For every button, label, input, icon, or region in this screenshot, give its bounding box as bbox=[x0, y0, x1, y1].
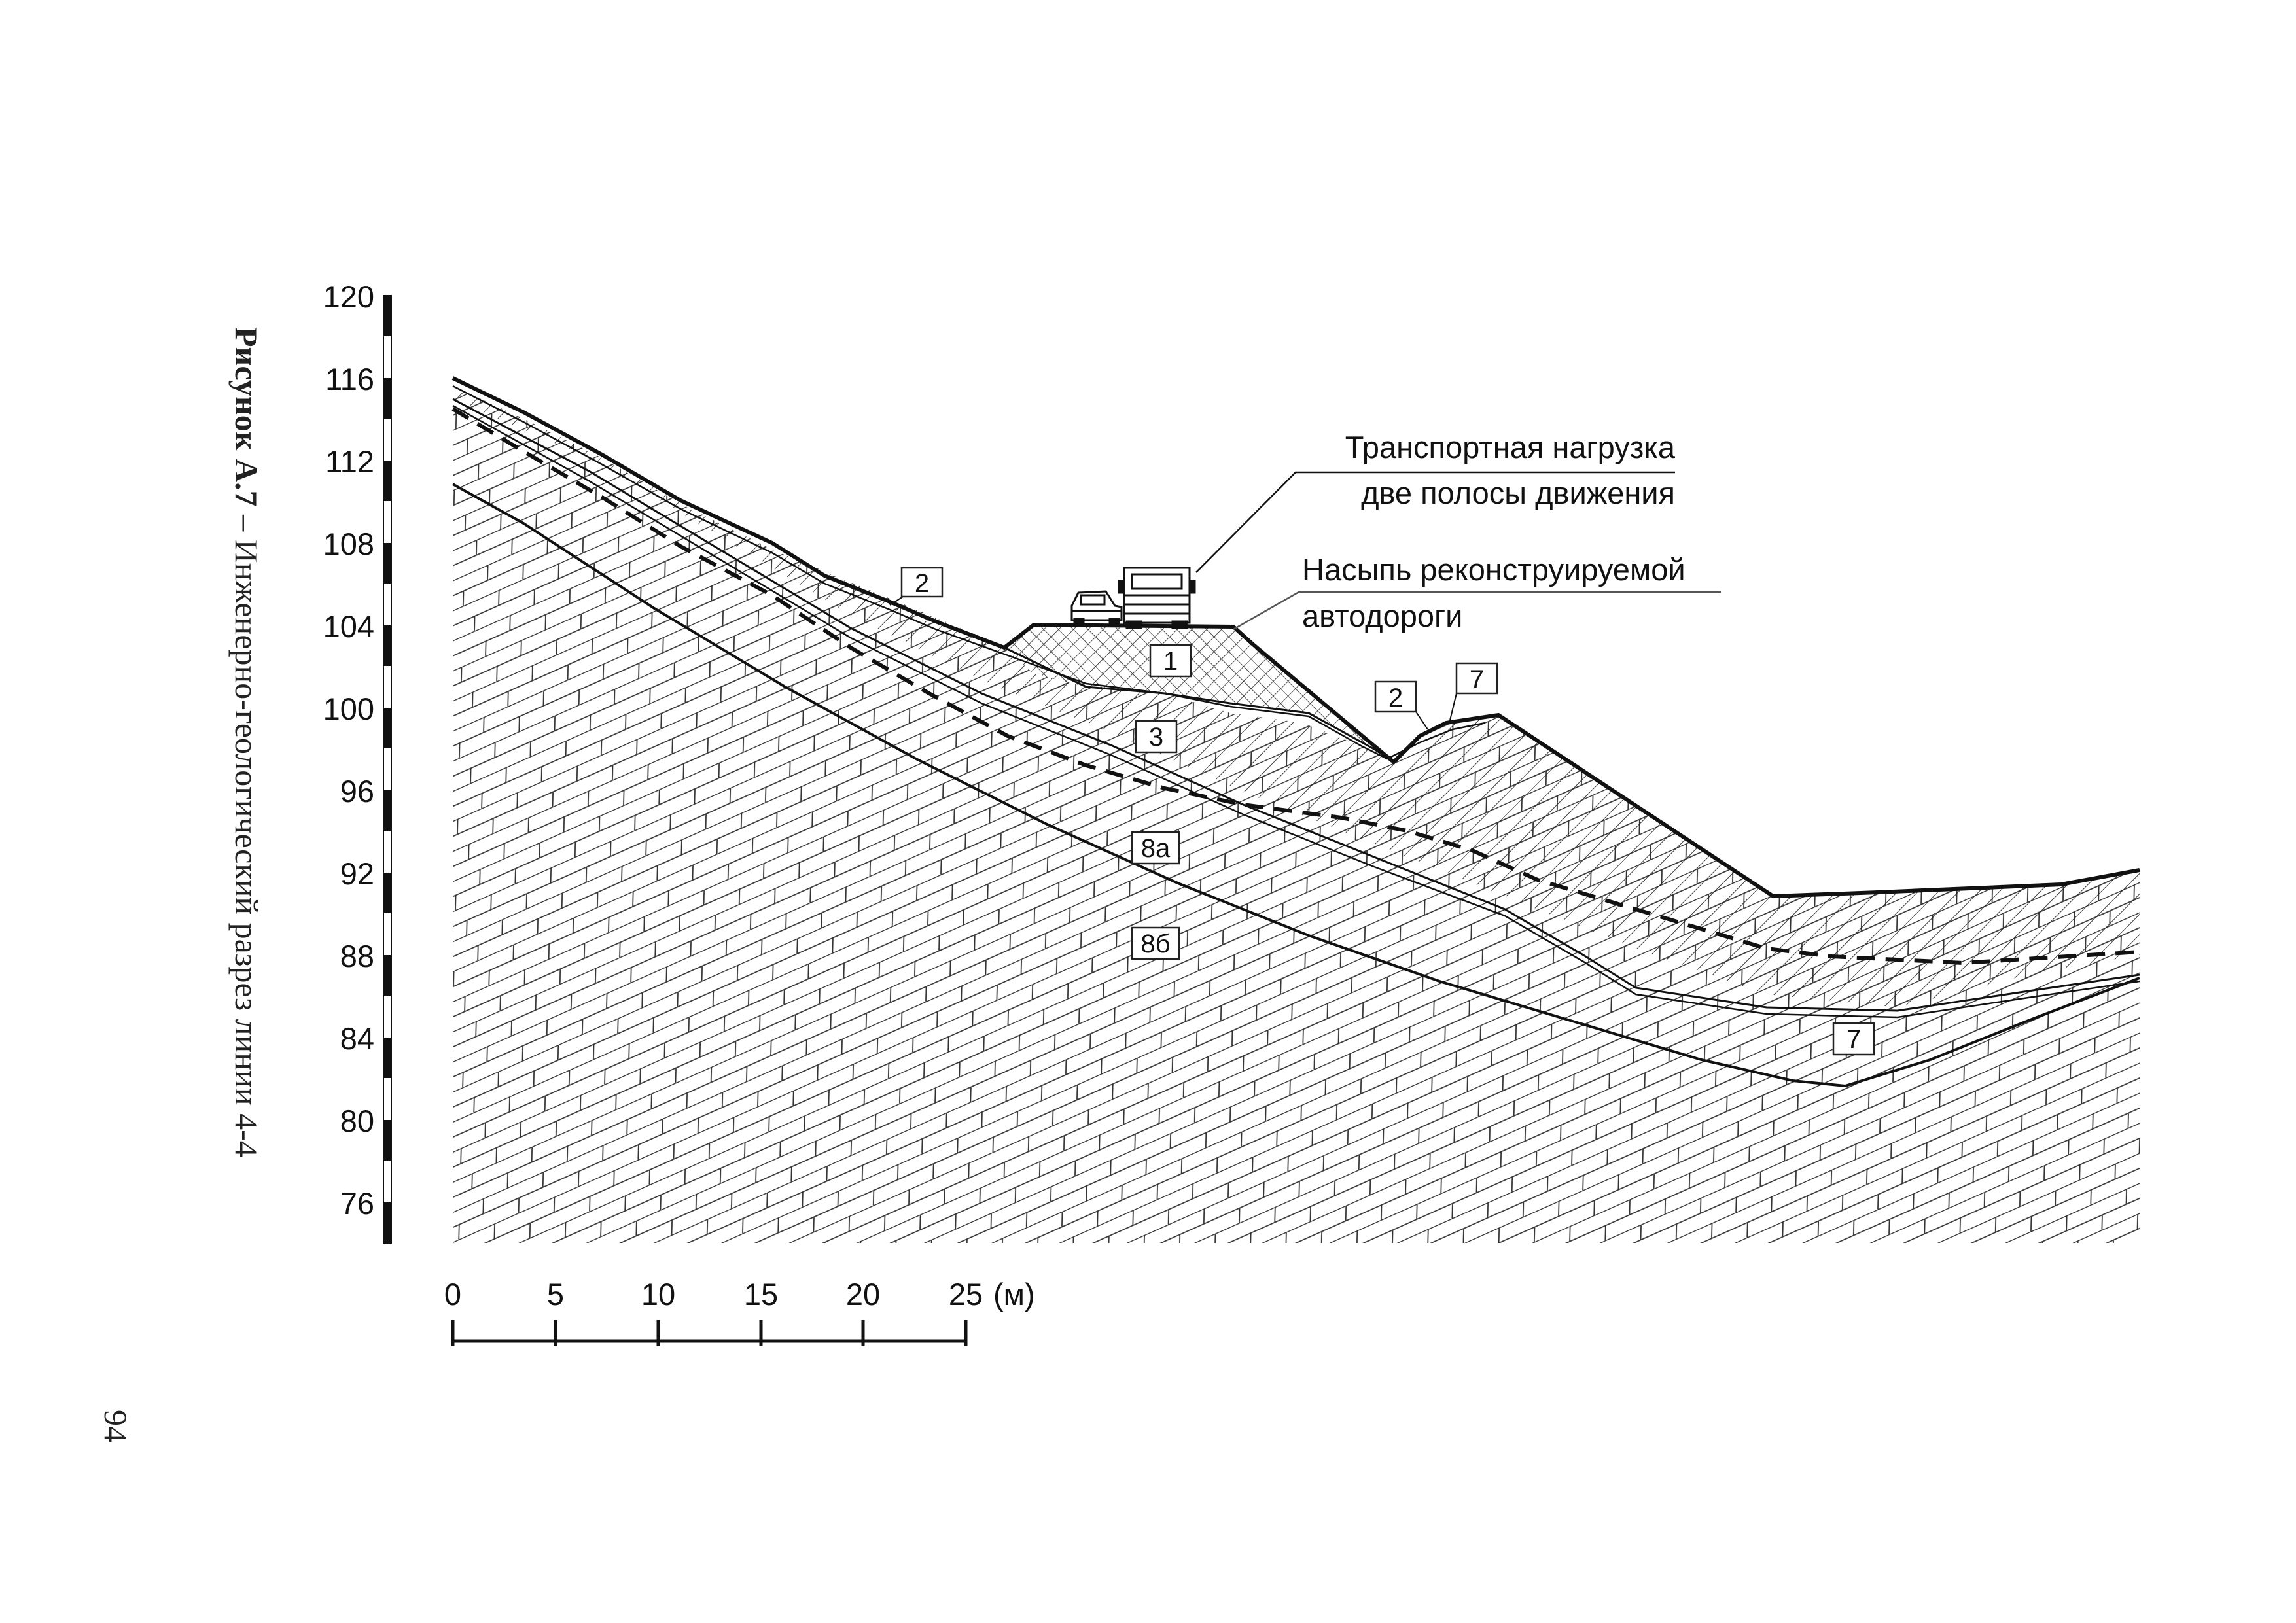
elev-tick-80: 80 bbox=[340, 1104, 374, 1138]
dist-tick-5: 5 bbox=[547, 1277, 564, 1312]
boundaries bbox=[451, 376, 2140, 1088]
layer-tags: 2 1 2 7 3 8а 8б 7 bbox=[889, 567, 1875, 1056]
dist-tick-25: 25 bbox=[949, 1277, 983, 1312]
layer-2-bottom-line bbox=[452, 385, 1486, 760]
svg-text:7: 7 bbox=[1470, 665, 1484, 694]
load-label-line2: две полосы движения bbox=[1361, 476, 1675, 510]
svg-text:7: 7 bbox=[1846, 1025, 1861, 1054]
elevation-axis: 120 116 112 108 104 100 96 92 88 84 80 7… bbox=[323, 279, 392, 1244]
bedrock-layer-8b bbox=[453, 386, 2140, 1243]
car-icon bbox=[1070, 590, 1123, 627]
layer-3-bottom-line bbox=[452, 398, 2140, 1012]
figure-caption: Рисунок А.7 – Инженерно-геологический ра… bbox=[228, 327, 265, 1157]
load-label-line1: Транспортная нагрузка bbox=[1345, 430, 1676, 464]
embankment-label-line2: автодороги bbox=[1302, 599, 1462, 633]
dist-tick-20: 20 bbox=[846, 1277, 880, 1312]
elev-tick-88: 88 bbox=[340, 939, 374, 973]
layer-tag-1: 1 bbox=[1149, 644, 1192, 678]
elev-tick-116: 116 bbox=[325, 362, 374, 396]
elev-tick-104: 104 bbox=[323, 609, 374, 644]
elev-tick-108: 108 bbox=[323, 527, 374, 561]
truck-icon bbox=[1118, 567, 1196, 629]
soil-layer-3 bbox=[453, 386, 2140, 1007]
embankment-outline bbox=[1004, 646, 1394, 763]
section-body bbox=[453, 386, 2140, 1243]
layer-tag-2a: 2 bbox=[889, 567, 944, 606]
svg-text:8а: 8а bbox=[1141, 834, 1171, 863]
ground-surface-line bbox=[451, 376, 2140, 899]
callouts: Транспортная нагрузка две полосы движени… bbox=[1195, 430, 1721, 633]
dist-tick-15: 15 bbox=[744, 1277, 778, 1312]
layer-tag-7b: 7 bbox=[1832, 1022, 1875, 1056]
layer-tag-3: 3 bbox=[1135, 720, 1178, 754]
layer-tag-7a: 7 bbox=[1449, 662, 1498, 724]
elevation-bar bbox=[383, 295, 392, 1244]
svg-text:1: 1 bbox=[1163, 647, 1178, 676]
elev-tick-112: 112 bbox=[325, 444, 374, 479]
elev-tick-100: 100 bbox=[323, 691, 374, 726]
dist-tick-10: 10 bbox=[641, 1277, 675, 1312]
elev-tick-96: 96 bbox=[340, 774, 374, 809]
elev-tick-120: 120 bbox=[323, 279, 374, 314]
layer-8b-top-line bbox=[452, 483, 2140, 1088]
svg-text:3: 3 bbox=[1149, 723, 1163, 752]
embankment-label-line1: Насыпь реконструируемой bbox=[1302, 552, 1686, 587]
elev-tick-92: 92 bbox=[340, 856, 374, 891]
distance-scale: 0 5 10 15 20 25 (м) bbox=[444, 1277, 1035, 1346]
dist-tick-0: 0 bbox=[444, 1277, 461, 1312]
svg-text:2: 2 bbox=[915, 569, 929, 598]
layer-8a-top-line bbox=[452, 404, 2140, 1019]
elev-tick-84: 84 bbox=[340, 1021, 374, 1056]
embankment-hatch bbox=[1004, 625, 1394, 762]
svg-text:8б: 8б bbox=[1140, 930, 1170, 958]
layer-tag-2b: 2 bbox=[1374, 680, 1428, 730]
dashed-boundary-line bbox=[451, 407, 2140, 966]
dist-unit: (м) bbox=[993, 1277, 1035, 1312]
page-number: 94 bbox=[97, 1410, 134, 1442]
layer-tag-8a: 8а bbox=[1131, 831, 1180, 865]
layer-tag-8b: 8б bbox=[1131, 926, 1180, 960]
rock-layer-8a bbox=[453, 399, 2140, 1086]
elev-tick-76: 76 bbox=[340, 1186, 374, 1221]
svg-text:2: 2 bbox=[1388, 684, 1403, 712]
